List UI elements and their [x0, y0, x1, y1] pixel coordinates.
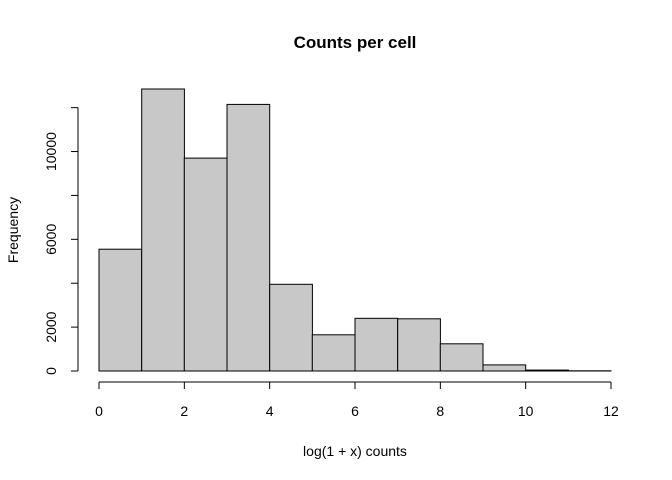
- x-tick-label: 4: [266, 403, 274, 419]
- y-axis-label: Frequency: [5, 197, 21, 263]
- histogram-bar-0: [99, 249, 142, 371]
- bars-group: [99, 89, 611, 371]
- y-tick-label: 0: [43, 367, 59, 375]
- y-tick-label: 6000: [43, 224, 59, 255]
- x-axis-label: log(1 + x) counts: [303, 443, 407, 459]
- histogram-bar-1: [142, 89, 185, 371]
- x-axis: 0 2 4 6 8 10 12: [95, 382, 619, 419]
- y-tick-label: 10000: [43, 132, 59, 171]
- chart-title: Counts per cell: [294, 33, 417, 52]
- histogram-bar-5: [312, 335, 355, 371]
- x-tick-label: 8: [436, 403, 444, 419]
- histogram-bar-10: [526, 370, 569, 371]
- y-axis: 0 2000 6000 10000: [43, 108, 78, 375]
- x-tick-label: 2: [180, 403, 188, 419]
- histogram-bar-7: [398, 319, 441, 371]
- y-tick-label: 2000: [43, 311, 59, 342]
- histogram-bar-2: [184, 158, 227, 371]
- histogram-bar-9: [483, 365, 526, 371]
- histogram-bar-3: [227, 104, 270, 371]
- x-tick-label: 10: [518, 403, 534, 419]
- x-tick-label: 6: [351, 403, 359, 419]
- histogram-bar-8: [440, 344, 483, 371]
- x-tick-label: 0: [95, 403, 103, 419]
- x-tick-label: 12: [603, 403, 619, 419]
- histogram-bar-4: [270, 284, 313, 371]
- histogram-bar-6: [355, 318, 398, 371]
